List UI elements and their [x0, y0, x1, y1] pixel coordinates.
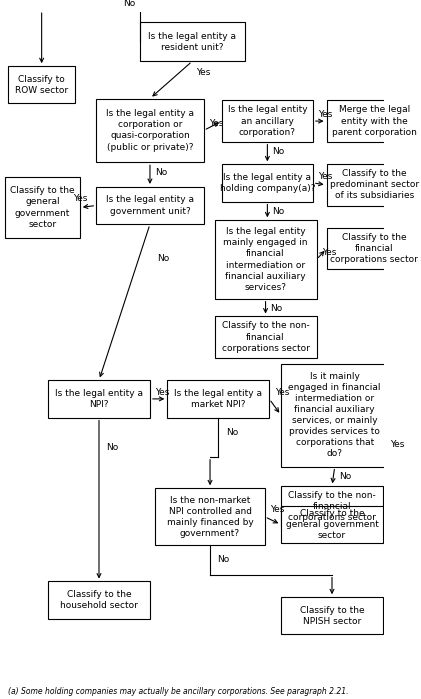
Bar: [281, 597, 383, 635]
Text: Classify to the non-
financial
corporations sector: Classify to the non- financial corporati…: [221, 322, 309, 353]
Text: Classify to the
NPISH sector: Classify to the NPISH sector: [300, 606, 364, 626]
Bar: [167, 380, 269, 417]
Text: Classify to the
predominant sector
of its subsidiaries: Classify to the predominant sector of it…: [330, 169, 419, 201]
Text: Is the legal entity a
resident unit?: Is the legal entity a resident unit?: [148, 31, 236, 52]
Text: Classify to the
general government
sector: Classify to the general government secto…: [285, 509, 378, 540]
Bar: [327, 164, 421, 206]
Text: Yes: Yes: [318, 171, 333, 180]
Text: (a) Some holding companies may actually be ancillary corporations. See paragraph: (a) Some holding companies may actually …: [8, 686, 349, 696]
Bar: [327, 228, 421, 269]
Bar: [155, 488, 265, 545]
Text: Yes: Yes: [73, 194, 87, 203]
Text: No: No: [339, 472, 352, 481]
Text: No: No: [270, 304, 282, 313]
Bar: [222, 164, 313, 201]
Bar: [215, 317, 317, 358]
Text: Yes: Yes: [322, 248, 336, 257]
Bar: [5, 177, 80, 238]
Text: No: No: [272, 207, 285, 216]
Text: No: No: [155, 168, 167, 177]
Text: Yes: Yes: [318, 110, 333, 119]
Text: No: No: [107, 442, 119, 452]
Text: Is the non-market
NPI controlled and
mainly financed by
government?: Is the non-market NPI controlled and mai…: [167, 496, 253, 538]
Text: Is it mainly
engaged in financial
intermediation or
financial auxiliary
services: Is it mainly engaged in financial interm…: [288, 372, 381, 459]
Bar: [327, 101, 421, 142]
Bar: [140, 22, 245, 62]
Text: Yes: Yes: [196, 69, 210, 78]
Text: Yes: Yes: [275, 387, 289, 396]
Text: Classify to the
general
government
sector: Classify to the general government secto…: [10, 187, 75, 229]
Text: Is the legal entity a
market NPI?: Is the legal entity a market NPI?: [174, 389, 262, 409]
Text: Yes: Yes: [209, 119, 224, 128]
Bar: [281, 363, 389, 467]
Bar: [48, 582, 150, 619]
Text: Classify to the
financial
corporations sector: Classify to the financial corporations s…: [330, 233, 418, 264]
Text: No: No: [272, 147, 285, 156]
Bar: [48, 380, 150, 417]
Bar: [281, 506, 383, 543]
Bar: [96, 187, 204, 224]
Bar: [8, 66, 75, 103]
Text: No: No: [218, 556, 230, 564]
Text: No: No: [157, 254, 170, 263]
Text: Classify to the non-
financial
corporations sector: Classify to the non- financial corporati…: [288, 491, 376, 522]
Text: No: No: [123, 0, 136, 8]
Text: Classify to
ROW sector: Classify to ROW sector: [15, 75, 68, 95]
Text: Is the legal entity
an ancillary
corporation?: Is the legal entity an ancillary corpora…: [228, 106, 307, 137]
Text: Classify to the
household sector: Classify to the household sector: [60, 590, 138, 610]
Text: Is the legal entity
mainly engaged in
financial
intermediation or
financial auxi: Is the legal entity mainly engaged in fi…: [223, 227, 308, 291]
Text: Is the legal entity a
NPI?: Is the legal entity a NPI?: [55, 389, 143, 409]
Text: Yes: Yes: [390, 440, 405, 449]
Bar: [281, 487, 383, 528]
Bar: [215, 220, 317, 298]
Text: Yes: Yes: [155, 387, 170, 396]
Text: No: No: [226, 428, 238, 437]
Bar: [222, 101, 313, 142]
Text: Merge the legal
entity with the
parent corporation: Merge the legal entity with the parent c…: [332, 106, 417, 137]
Text: Yes: Yes: [270, 505, 285, 514]
Bar: [96, 99, 204, 162]
Text: Is the legal entity a
corporation or
quasi-corporation
(public or private)?: Is the legal entity a corporation or qua…: [106, 109, 194, 152]
Text: Is the legal entity a
holding company(a)?: Is the legal entity a holding company(a)…: [220, 173, 315, 193]
Text: Is the legal entity a
government unit?: Is the legal entity a government unit?: [106, 196, 194, 215]
